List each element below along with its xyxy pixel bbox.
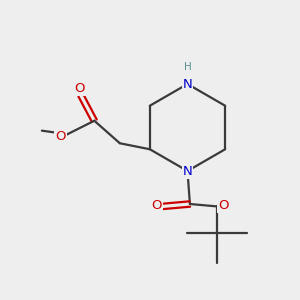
Text: O: O	[218, 199, 229, 212]
Text: O: O	[56, 130, 66, 143]
Text: O: O	[74, 82, 85, 95]
Text: N: N	[183, 77, 192, 91]
Text: N: N	[183, 164, 192, 178]
Text: H: H	[184, 62, 191, 73]
Text: O: O	[151, 199, 162, 212]
